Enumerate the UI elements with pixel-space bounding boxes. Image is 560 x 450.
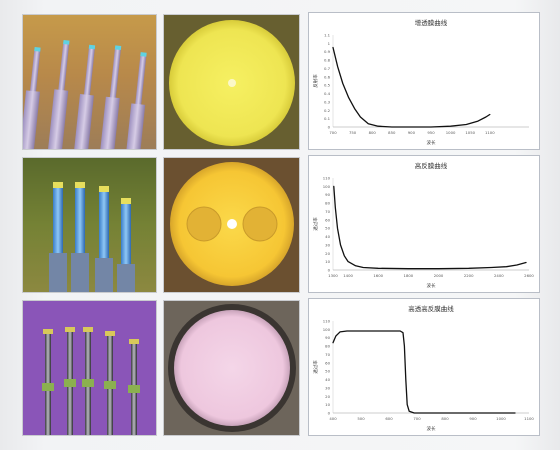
y-tick-label: 0.1 — [324, 116, 331, 121]
y-tick-label: 50 — [325, 369, 330, 374]
coated-fiber-pins-illustration — [23, 39, 147, 149]
x-tick-label: 700 — [329, 130, 337, 135]
y-axis-label: 透过率 — [312, 217, 319, 231]
curve-line — [332, 46, 491, 128]
x-tick-label: 800 — [369, 130, 377, 135]
x-tick-label: 750 — [349, 130, 357, 135]
x-tick-label: 1800 — [404, 273, 414, 278]
x-tick-label: 2600 — [524, 273, 534, 278]
y-tick-label: 100 — [323, 184, 331, 189]
y-tick-label: 1.1 — [324, 33, 331, 38]
y-tick-label: 60 — [325, 360, 330, 365]
x-tick-label: 1100 — [485, 130, 495, 135]
curve-line — [332, 330, 516, 414]
x-tick-label: 1000 — [446, 130, 456, 135]
y-tick-label: 0 — [328, 411, 331, 416]
y-tick-label: 0.3 — [324, 99, 331, 104]
x-tick-label: 900 — [408, 130, 416, 135]
chart-title: 高透高反膜曲线 — [408, 304, 454, 313]
x-axis-label: 波长 — [427, 282, 436, 289]
x-tick-label: 500 — [357, 416, 365, 421]
x-tick-label: 850 — [388, 130, 396, 135]
y-tick-label: 70 — [325, 209, 330, 214]
fiber-endface-photo-2 — [163, 157, 300, 293]
y-tick-label: 0.2 — [324, 108, 331, 113]
y-tick-label: 40 — [325, 234, 330, 239]
y-tick-label: 90 — [325, 192, 330, 197]
x-tick-label: 900 — [469, 416, 477, 421]
metal-fiber-pins-illustration — [42, 327, 140, 435]
chart-card-3: 高透高反膜曲线透过率波长 0 10 20 30 40 50 60 70 80 90 100 110 400… — [308, 298, 540, 436]
x-tick-label: 2400 — [494, 273, 504, 278]
fiber-endface-photo-1 — [163, 14, 300, 150]
y-tick-label: 0.5 — [324, 83, 331, 88]
y-tick-label: 100 — [323, 327, 331, 332]
blue-fiber-pins-illustration — [49, 182, 135, 292]
y-axis-label: 透过率 — [312, 360, 319, 374]
y-tick-label: 40 — [325, 377, 330, 382]
y-tick-label: 80 — [325, 201, 330, 206]
y-tick-label: 70 — [325, 352, 330, 357]
y-tick-label: 30 — [325, 242, 330, 247]
fiber-endface-photo-3 — [163, 300, 300, 436]
x-tick-label: 700 — [413, 416, 421, 421]
y-tick-label: 0 — [328, 125, 331, 130]
y-tick-label: 30 — [325, 385, 330, 390]
y-tick-label: 10 — [325, 259, 330, 264]
y-tick-label: 80 — [325, 344, 330, 349]
fiber-pins-photo-1 — [22, 14, 157, 150]
fiber-pins-photo-3 — [22, 300, 157, 436]
y-axis-label: 反射率 — [312, 74, 319, 88]
y-tick-label: 110 — [323, 319, 331, 324]
y-tick-label: 20 — [325, 394, 330, 399]
x-tick-label: 1100 — [524, 416, 534, 421]
y-tick-label: 0.8 — [324, 58, 331, 63]
x-tick-label: 1400 — [343, 273, 353, 278]
x-tick-label: 600 — [385, 416, 393, 421]
y-tick-label: 1 — [328, 41, 331, 46]
x-axis-label: 波长 — [427, 425, 436, 432]
y-tick-label: 90 — [325, 335, 330, 340]
y-tick-label: 10 — [325, 402, 330, 407]
chart-title: 高反膜曲线 — [415, 161, 448, 170]
y-tick-label: 0.7 — [324, 66, 331, 71]
yellow-endface-illustration — [169, 20, 295, 146]
y-tick-label: 0 — [328, 268, 331, 273]
x-tick-label: 1050 — [465, 130, 475, 135]
chart-1: 增透膜曲线反射率波长00.10.20.30.40.50.60.70.80.911… — [312, 18, 529, 146]
x-axis-label: 波长 — [427, 139, 436, 146]
x-tick-label: 400 — [329, 416, 337, 421]
y-tick-label: 110 — [323, 176, 331, 181]
x-tick-label: 1000 — [496, 416, 506, 421]
x-tick-label: 1600 — [373, 273, 383, 278]
chart-card-2: 高反膜曲线透过率波长 0 10 20 30 40 50 60 70 80 90 100 110 1300 1… — [308, 155, 540, 293]
y-tick-label: 0.9 — [324, 49, 331, 54]
x-tick-label: 2000 — [434, 273, 444, 278]
y-tick-label: 0.4 — [324, 91, 331, 96]
chart-card-1: 增透膜曲线 反射率 波长 0 0.1 0.2 0.3 0.4 0.5 0.6 0.7 0.8 0.9 1 1… — [308, 12, 540, 150]
pink-endface-illustration — [168, 304, 296, 432]
chart-title: 增透膜曲线 — [415, 18, 448, 27]
y-tick-label: 0.6 — [324, 74, 331, 79]
x-tick-label: 800 — [441, 416, 449, 421]
x-tick-label: 950 — [427, 130, 435, 135]
fiber-pins-photo-2 — [22, 157, 157, 293]
y-tick-label: 60 — [325, 217, 330, 222]
x-tick-label: 1300 — [328, 273, 338, 278]
curve-line — [333, 185, 527, 270]
y-tick-label: 20 — [325, 251, 330, 256]
pm-fiber-endface-illustration — [170, 162, 294, 286]
y-tick-label: 50 — [325, 226, 330, 231]
x-tick-label: 2200 — [464, 273, 474, 278]
